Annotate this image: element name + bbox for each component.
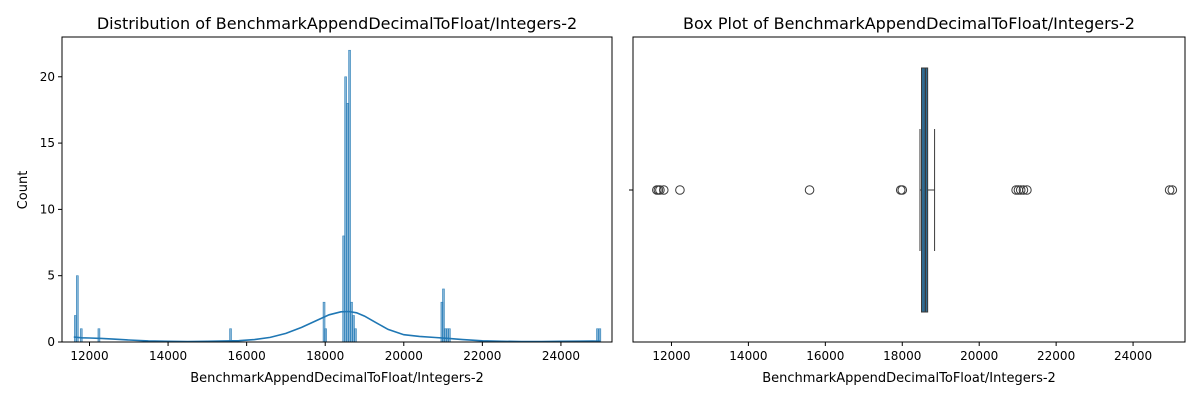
boxplot-outlier-point: [1167, 185, 1178, 195]
histogram-bar-10: [348, 49, 351, 343]
histogram-x-ticks: 12000 14000 16000 18000 20000 22000 24000: [70, 342, 580, 363]
histogram-x-tick-label: 12000: [70, 349, 108, 363]
histogram-y-tick-label: 5: [47, 269, 55, 283]
histogram-y-tick-label: 0: [47, 335, 55, 349]
histogram-x-tick-label: 16000: [228, 349, 266, 363]
boxplot-outlier-point: [655, 185, 665, 195]
boxplot-outlier-point: [897, 185, 908, 195]
histogram-plot-frame: [61, 36, 613, 343]
boxplot-x-ticks: 12000 14000 16000 18000 20000 22000 24000: [629, 189, 1152, 363]
histogram-bar-1: [76, 275, 79, 343]
boxplot-x-tick-label: 20000: [960, 349, 998, 363]
boxplot-outlier-point: [658, 185, 669, 195]
boxplot-panel: Box Plot of BenchmarkAppendDecimalToFloa…: [629, 14, 1186, 386]
boxplot-marks: [652, 67, 1178, 313]
histogram-bars: [74, 49, 602, 343]
histogram-x-axis-label: BenchmarkAppendDecimalToFloat/Integers-2: [190, 371, 484, 386]
histogram-bar-13: [354, 328, 357, 343]
boxplot-outlier-point: [1018, 185, 1029, 195]
histogram-title: Distribution of BenchmarkAppendDecimalTo…: [97, 14, 577, 33]
boxplot-title: Box Plot of BenchmarkAppendDecimalToFloa…: [683, 14, 1135, 33]
boxplot-outlier-point: [1011, 185, 1021, 195]
histogram-panel: Distribution of BenchmarkAppendDecimalTo…: [16, 14, 613, 386]
boxplot-outlier-point: [1022, 185, 1032, 195]
histogram-bar-20: [598, 328, 602, 343]
histogram-y-ticks: 0 5 10 15 20: [40, 70, 62, 349]
boxplot-x-tick-label: 22000: [1037, 349, 1075, 363]
histogram-bar-4: [229, 328, 232, 343]
boxplot-x-tick-label: 12000: [652, 349, 690, 363]
boxplot-x-tick-label: 14000: [729, 349, 767, 363]
histogram-y-tick-label: 20: [40, 70, 55, 84]
boxplot-outlier-point: [1164, 185, 1175, 195]
histogram-x-tick-label: 24000: [542, 349, 580, 363]
histogram-bar-19: [596, 328, 599, 343]
histogram-x-tick-label: 20000: [385, 349, 423, 363]
boxplot-x-tick-label: 24000: [1114, 349, 1152, 363]
histogram-bar-2: [79, 328, 83, 343]
histogram-y-tick-label: 15: [40, 136, 55, 150]
histogram-bar-6: [324, 328, 327, 343]
histogram-x-tick-label: 18000: [306, 349, 344, 363]
histogram-y-tick-label: 10: [40, 202, 55, 216]
histogram-x-tick-label: 14000: [149, 349, 187, 363]
boxplot-x-tick-label: 18000: [883, 349, 921, 363]
histogram-y-axis-label: Count: [16, 171, 31, 210]
boxplot-box: [921, 67, 929, 313]
boxplot-outlier-point: [1015, 185, 1026, 195]
histogram-kde: [73, 310, 601, 343]
histogram-bar-3: [97, 328, 101, 343]
histogram-bar-18: [448, 328, 451, 343]
boxplot-plot-frame: [632, 36, 1186, 343]
boxplot-x-tick-label: 16000: [806, 349, 844, 363]
histogram-x-tick-label: 22000: [463, 349, 501, 363]
kde-curve-line: [73, 310, 601, 343]
boxplot-outlier-point: [804, 185, 815, 195]
boxplot-outlier-point: [1013, 185, 1024, 195]
boxplot-outlier-point: [675, 185, 685, 195]
boxplot-x-axis-label: BenchmarkAppendDecimalToFloat/Integers-2: [762, 371, 1056, 386]
